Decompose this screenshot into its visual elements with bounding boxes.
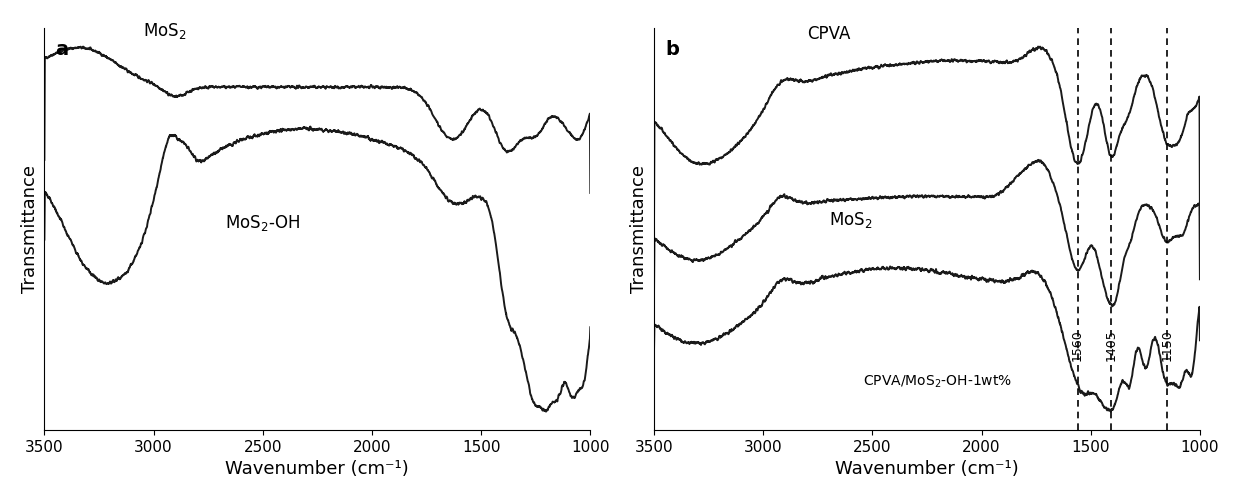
Text: CPVA: CPVA <box>807 25 851 43</box>
Text: b: b <box>665 40 678 59</box>
Text: a: a <box>56 40 68 59</box>
Text: 1560: 1560 <box>1071 329 1084 361</box>
Text: MoS$_2$-OH: MoS$_2$-OH <box>226 213 300 233</box>
Text: 1405: 1405 <box>1105 329 1118 361</box>
Text: 1150: 1150 <box>1161 329 1173 361</box>
X-axis label: Wavenumber (cm⁻¹): Wavenumber (cm⁻¹) <box>835 460 1019 478</box>
Text: MoS$_2$: MoS$_2$ <box>143 21 186 41</box>
Text: MoS$_2$: MoS$_2$ <box>828 210 872 230</box>
Y-axis label: Transmittance: Transmittance <box>630 165 649 293</box>
Text: CPVA/MoS$_2$-OH-1wt%: CPVA/MoS$_2$-OH-1wt% <box>863 373 1012 390</box>
Y-axis label: Transmittance: Transmittance <box>21 165 38 293</box>
X-axis label: Wavenumber (cm⁻¹): Wavenumber (cm⁻¹) <box>226 460 409 478</box>
